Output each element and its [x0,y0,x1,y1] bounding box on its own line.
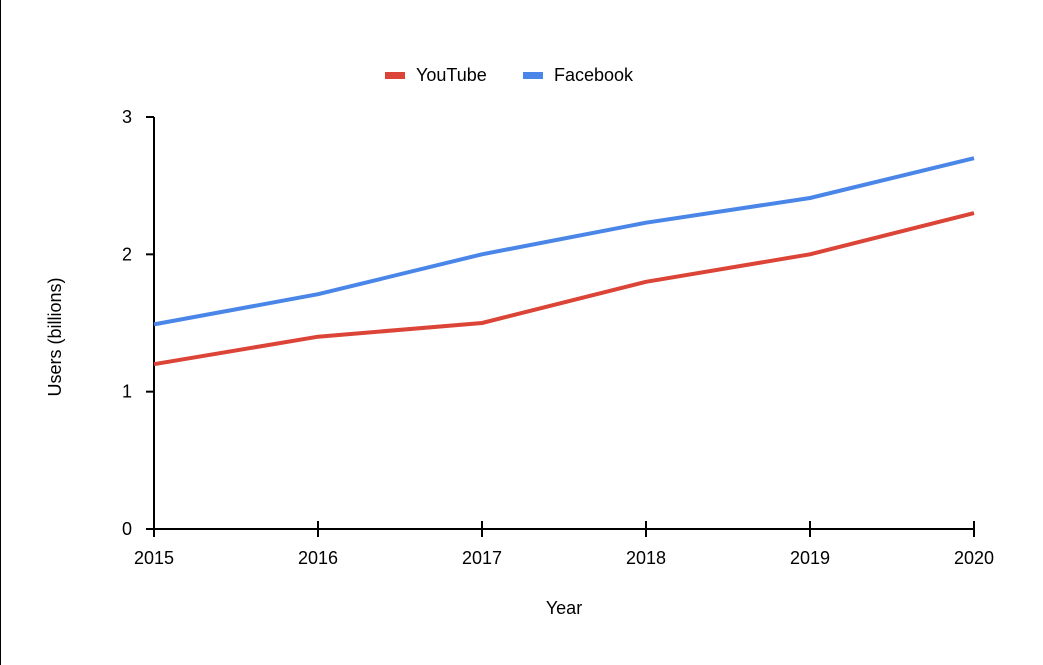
legend-swatch-facebook [523,72,543,79]
x-axis: 2015 2016 2017 2018 2019 2020 [134,521,994,568]
y-tick-label: 0 [122,519,132,539]
x-tick-label: 2016 [298,548,338,568]
y-axis: 0 1 2 3 [122,107,155,539]
legend-label-youtube: YouTube [416,65,487,85]
x-tick-label: 2020 [954,548,994,568]
legend-swatch-youtube [385,72,405,79]
y-tick-label: 3 [122,107,132,127]
x-tick-label: 2018 [626,548,666,568]
x-axis-title: Year [546,598,582,618]
legend: YouTube Facebook [385,65,634,85]
y-tick-label: 2 [122,244,132,264]
series-line-facebook [153,156,975,327]
legend-label-facebook: Facebook [554,65,634,85]
x-tick-label: 2019 [790,548,830,568]
y-axis-title: Users (billions) [45,277,65,396]
y-tick-label: 1 [122,382,132,402]
x-tick-label: 2017 [462,548,502,568]
series-line-youtube [153,211,975,367]
series-layer [153,156,975,367]
x-tick-label: 2015 [134,548,174,568]
